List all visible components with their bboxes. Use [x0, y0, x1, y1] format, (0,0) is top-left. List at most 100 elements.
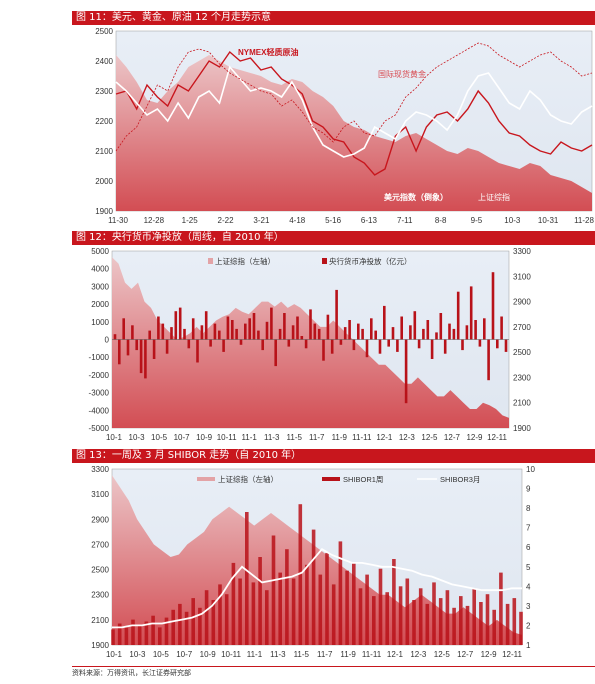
- bar: [213, 323, 217, 340]
- y-right-tick-label: 1900: [513, 424, 531, 433]
- chart-panel-2: 图 12：央行货币净投放（周线，自 2010 年） -5000 -4000 -300…: [72, 231, 595, 449]
- y-right-tick-label: 3100: [513, 272, 531, 281]
- legend-swatch-shanghai: [208, 258, 213, 264]
- bar: [135, 339, 138, 351]
- chart-title: 图 12：央行货币净投放（周线，自 2010 年）: [72, 231, 595, 245]
- shibor-1w-bar: [459, 596, 463, 645]
- chart-title: 图 13：一周及 3 月 SHIBOR 走势（自 2010 年）: [72, 449, 595, 463]
- y-left-tick-label: 2900: [91, 515, 109, 524]
- bar: [326, 314, 330, 340]
- y-right-tick-label: 2100: [513, 399, 531, 408]
- x-tick-label: 9-5: [471, 216, 483, 225]
- shibor-1w-bar: [499, 572, 503, 645]
- legend-label-shibor-3m: SHIBOR3月: [440, 475, 480, 484]
- x-tick-label: 10-9: [200, 650, 217, 659]
- shibor-1w-bar: [405, 578, 410, 645]
- bar: [157, 316, 160, 340]
- shibor-1w-bar: [432, 582, 436, 645]
- x-tick-label: 10-11: [221, 650, 241, 659]
- shibor-1w-bar: [412, 600, 416, 645]
- x-tick-label: 4-18: [289, 216, 306, 225]
- x-tick-label: 12-7: [444, 433, 461, 442]
- y-left-tick-label: 2300: [91, 591, 109, 600]
- x-tick-label: 6-13: [361, 216, 378, 225]
- shibor-1w-bar: [398, 586, 403, 645]
- bar: [231, 320, 234, 340]
- bar: [422, 328, 425, 340]
- bar: [491, 272, 495, 340]
- shibor-1w-bar: [311, 529, 316, 645]
- shibor-1w-bar: [231, 562, 236, 645]
- bar: [304, 339, 308, 349]
- y-tick-label: 1900: [95, 207, 113, 216]
- x-tick-label: 11-5: [287, 433, 303, 442]
- bar: [187, 339, 191, 349]
- x-tick-label: 11-30: [108, 216, 128, 225]
- shibor-1w-bar: [158, 627, 162, 645]
- source-note: 资料来源：万得资讯，长江证券研究部: [72, 666, 595, 679]
- y-left-tick-label: 2500: [91, 566, 109, 575]
- bar: [200, 325, 204, 340]
- x-tick-label: 11-11: [352, 433, 372, 442]
- shibor-1w-bar: [224, 594, 229, 645]
- y-left-tick-label: 3000: [91, 282, 109, 291]
- x-tick-label: 10-31: [538, 216, 559, 225]
- bar: [178, 307, 182, 340]
- label-dollar-index: 美元指数（倒象）: [384, 192, 448, 202]
- x-tick-label: 11-11: [362, 650, 382, 659]
- shibor-1w-bar: [117, 623, 122, 645]
- x-tick-label: 10-3: [129, 650, 146, 659]
- bar: [487, 339, 490, 381]
- y-left-tick-label: -2000: [89, 371, 110, 380]
- y-right-tick-label: 3: [526, 602, 531, 611]
- bar: [352, 339, 356, 351]
- y-tick-label: 2400: [95, 57, 113, 66]
- x-tick-label: 11-3: [264, 433, 280, 442]
- shibor-1w-bar: [358, 588, 363, 645]
- bar: [435, 332, 438, 340]
- bar: [152, 339, 156, 359]
- series-line: [115, 65, 593, 158]
- x-tick-label: 7-11: [397, 216, 413, 225]
- bar: [478, 339, 482, 347]
- bar: [222, 339, 225, 352]
- x-tick-label: 10-7: [174, 433, 191, 442]
- y-right-tick-label: 4: [526, 582, 531, 591]
- shibor-1w-bar: [485, 594, 490, 645]
- x-tick-label: 12-11: [487, 433, 507, 442]
- bar: [404, 339, 408, 404]
- x-tick-label: 10-3: [504, 216, 521, 225]
- y-left-tick-label: 5000: [91, 247, 109, 256]
- bar: [378, 339, 382, 354]
- bar: [183, 328, 186, 340]
- bar: [287, 339, 291, 347]
- legend-label-shibor-1w: SHIBOR1周: [343, 475, 383, 484]
- bar: [348, 320, 351, 340]
- y-right-tick-label: 2500: [513, 348, 531, 357]
- bar: [361, 328, 364, 340]
- bar: [196, 339, 199, 363]
- shibor-1w-bar: [392, 559, 396, 645]
- shibor-1w-bar: [298, 504, 303, 645]
- shibor-1w-bar: [218, 584, 222, 645]
- bar: [283, 313, 286, 340]
- y-right-tick-label: 10: [526, 465, 535, 474]
- y-tick-label: 2100: [95, 147, 113, 156]
- shibor-1w-bar: [338, 541, 343, 645]
- y-right-tick-label: 2300: [513, 373, 531, 382]
- chart-3: 1900 2100 2300 2500 2700 2900 3100 3300 1 2 3 4 5 6 7 8…: [91, 465, 535, 659]
- shibor-1w-bar: [512, 598, 517, 645]
- x-tick-label: 2-22: [218, 216, 235, 225]
- bar: [309, 309, 312, 340]
- shibor-1w-bar: [285, 549, 289, 645]
- bar: [370, 318, 373, 340]
- x-tick-label: 12-3: [410, 650, 427, 659]
- shibor-1w-bar: [418, 588, 423, 645]
- y-tick-label: 2500: [95, 27, 113, 36]
- bar: [461, 339, 464, 351]
- shibor-1w-bar: [318, 574, 323, 645]
- bar: [265, 321, 269, 340]
- y-right-tick-label: 1: [526, 641, 531, 650]
- bar: [456, 291, 460, 340]
- bar: [413, 311, 417, 340]
